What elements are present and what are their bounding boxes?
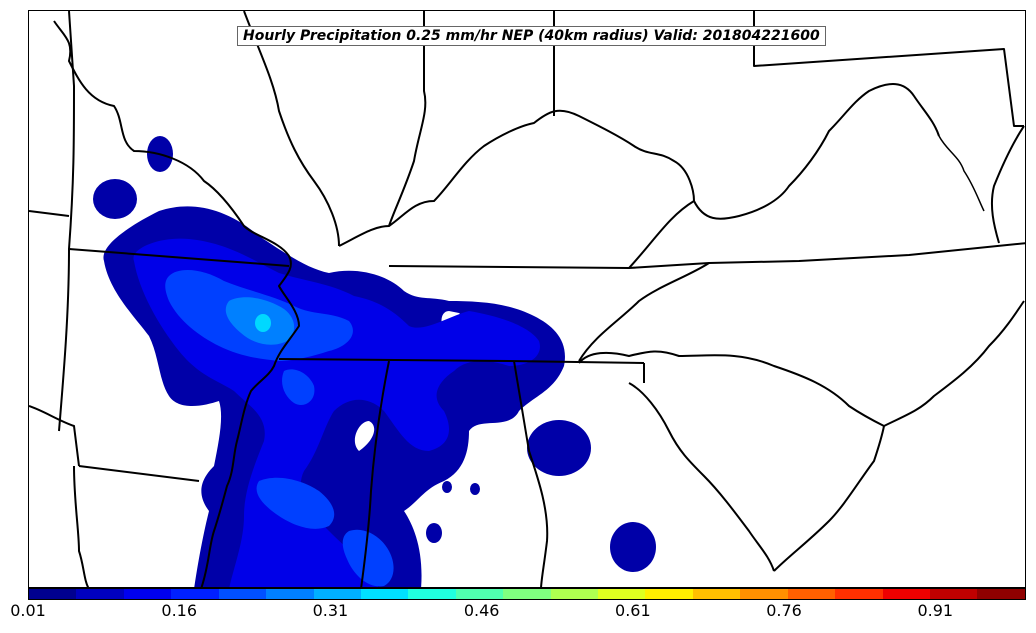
precip-area-max [255, 314, 271, 332]
map-panel: Hourly Precipitation 0.25 mm/hr NEP (40k… [28, 10, 1026, 588]
precip-blob [527, 420, 591, 476]
colorbar-swatch [123, 589, 172, 599]
colorbar-swatch [218, 589, 267, 599]
colorbar-swatch [266, 589, 314, 599]
colorbar-tick-label: 0.16 [161, 601, 198, 620]
colorbar-swatch [882, 589, 931, 599]
colorbar-swatch [360, 589, 409, 599]
colorbar-swatch [598, 589, 646, 599]
colorbar-swatch [171, 589, 219, 599]
colorbar-swatch [930, 589, 978, 599]
colorbar-swatch [645, 589, 693, 599]
precipitation-map [29, 11, 1025, 587]
colorbar-tick-label: 0.31 [312, 601, 349, 620]
colorbar-swatch [787, 589, 836, 599]
colorbar-swatch [76, 589, 124, 599]
precip-blob [93, 179, 137, 219]
precip-contours [93, 136, 656, 587]
precip-blob [442, 481, 452, 493]
colorbar-swatch [835, 589, 883, 599]
precip-blob [470, 483, 480, 495]
colorbar-swatch [408, 589, 456, 599]
colorbar-ticks: 0.01 0.16 0.31 0.46 0.61 0.76 0.91 [0, 600, 1036, 630]
colorbar-tick-label: 0.91 [917, 601, 954, 620]
colorbar [28, 588, 1026, 600]
colorbar-swatch [455, 589, 504, 599]
precip-blob [610, 522, 656, 572]
colorbar-tick-label: 0.76 [766, 601, 802, 620]
colorbar-swatch [503, 589, 551, 599]
colorbar-swatch [313, 589, 361, 599]
state-boundaries [29, 11, 1025, 587]
colorbar-tick-label: 0.46 [463, 601, 500, 620]
colorbar-swatch [977, 589, 1025, 599]
colorbar-tick-label: 0.61 [615, 601, 651, 620]
colorbar-tick-label: 0.01 [10, 601, 46, 620]
colorbar-swatch [692, 589, 741, 599]
colorbar-swatch [29, 589, 77, 599]
precip-blob [426, 523, 442, 543]
colorbar-swatch [550, 589, 599, 599]
map-title: Hourly Precipitation 0.25 mm/hr NEP (40k… [237, 26, 826, 46]
colorbar-swatch [740, 589, 788, 599]
